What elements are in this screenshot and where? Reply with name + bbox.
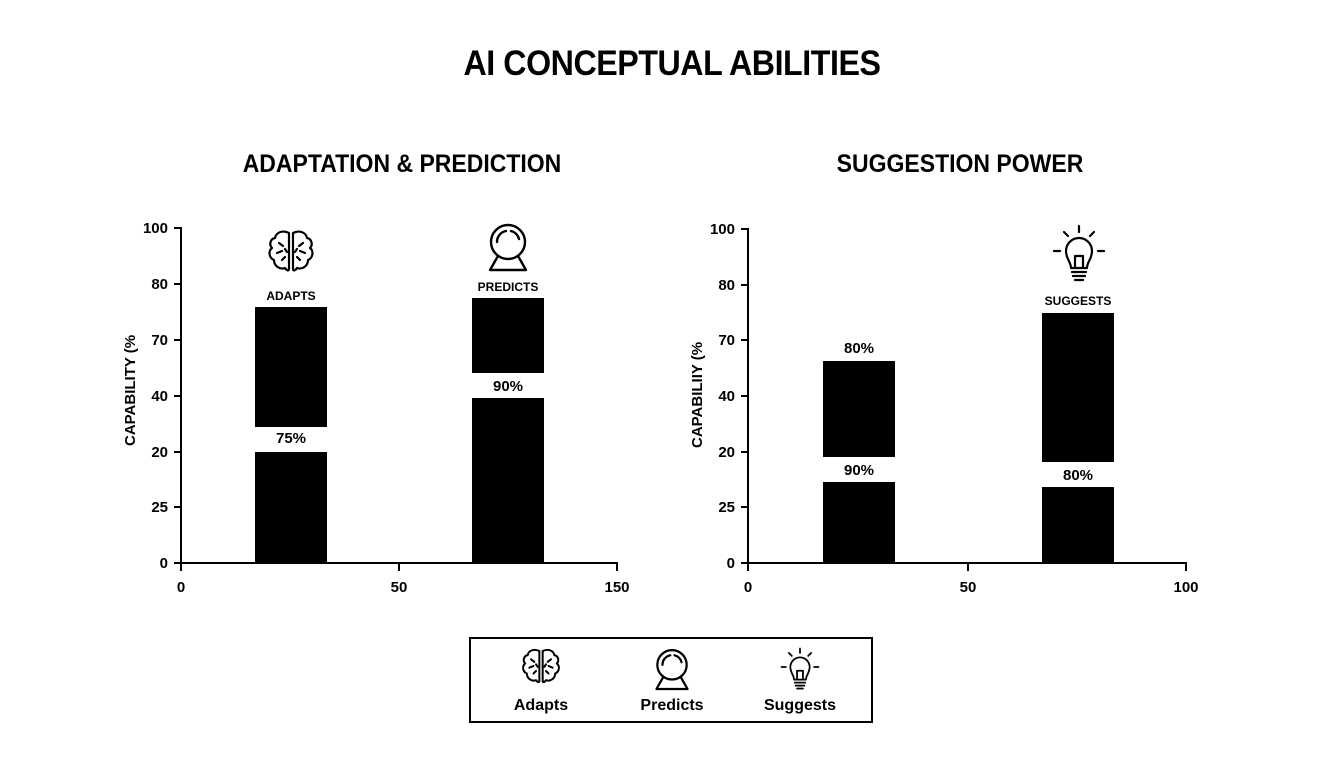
y-tick xyxy=(174,283,181,285)
y-tick-label: 20 xyxy=(718,444,735,461)
bar-lower-segment xyxy=(1042,487,1114,563)
y-tick xyxy=(741,228,748,230)
legend-label: Adapts xyxy=(513,697,569,714)
y-tick xyxy=(741,562,748,564)
bar-category-label: SUGGESTS xyxy=(1044,294,1112,308)
x-tick-label: 50 xyxy=(390,579,408,596)
y-tick xyxy=(741,395,748,397)
lightbulb-icon xyxy=(1051,224,1107,286)
brain-icon xyxy=(267,229,315,273)
chart-subtitle: SUGGESTION POWER xyxy=(836,150,1084,178)
y-tick xyxy=(174,227,181,229)
y-tick xyxy=(174,395,181,397)
legend-label: Suggests xyxy=(763,697,836,714)
bar-upper-segment xyxy=(823,361,895,457)
page-title: AI CONCEPTUAL ABILITIES xyxy=(463,44,881,83)
x-tick xyxy=(398,563,400,571)
bar-value-label: 90% xyxy=(843,462,875,479)
legend: Adapts Predicts Suggests xyxy=(469,637,873,723)
bar-lower-segment xyxy=(472,398,544,563)
y-tick xyxy=(741,451,748,453)
bar-value-label: 90% xyxy=(492,378,524,395)
y-tick-label: 80 xyxy=(151,276,168,293)
brain-icon xyxy=(521,647,561,685)
bar-upper-segment xyxy=(255,307,327,427)
y-tick xyxy=(174,506,181,508)
y-tick xyxy=(174,339,181,341)
x-tick-label: 0 xyxy=(743,579,753,596)
y-tick-label: 20 xyxy=(151,444,168,461)
bar-value-label: 80% xyxy=(1062,467,1094,484)
x-tick xyxy=(616,563,618,571)
y-tick-label: 100 xyxy=(709,221,735,238)
x-tick-label: 0 xyxy=(176,579,186,596)
bar-top-label: 80% xyxy=(843,340,875,357)
legend-item-suggests: Suggests xyxy=(740,647,860,715)
bar-value-label: 75% xyxy=(275,430,307,447)
y-tick-label: 100 xyxy=(142,220,168,237)
y-tick xyxy=(174,451,181,453)
bar-upper-segment xyxy=(1042,313,1114,462)
x-tick xyxy=(180,563,182,571)
x-tick xyxy=(747,563,749,571)
y-tick-label: 0 xyxy=(159,555,168,572)
x-tick xyxy=(1185,563,1187,571)
y-tick xyxy=(741,506,748,508)
y-tick xyxy=(741,339,748,341)
legend-item-predicts: Predicts xyxy=(612,647,732,715)
lightbulb-icon xyxy=(778,647,822,693)
bar-lower-segment xyxy=(255,452,327,563)
bar-category-label: PREDICTS xyxy=(477,280,539,294)
crystal-ball-icon xyxy=(653,647,691,693)
y-tick-label: 0 xyxy=(726,555,735,572)
x-tick xyxy=(967,563,969,571)
y-tick xyxy=(741,284,748,286)
y-axis xyxy=(747,228,749,564)
x-tick-label: 150 xyxy=(604,579,630,596)
y-tick-label: 40 xyxy=(151,388,168,405)
chart-suggestion-power: SUGGESTION POWER CAPABILIIY (% 100 80 70… xyxy=(672,0,1344,620)
chart-adaptation-prediction: ADAPTATION & PREDICTION CAPABILITY (% 10… xyxy=(0,0,672,620)
y-tick xyxy=(174,562,181,564)
crystal-ball-icon xyxy=(486,222,530,274)
y-tick-label: 70 xyxy=(151,332,168,349)
legend-label: Predicts xyxy=(640,697,704,714)
y-axis xyxy=(180,227,182,564)
x-tick-label: 50 xyxy=(959,579,977,596)
legend-item-adapts: Adapts xyxy=(481,647,601,715)
bar-category-label: ADAPTS xyxy=(266,289,316,303)
y-tick-label: 25 xyxy=(151,499,168,516)
y-tick-label: 25 xyxy=(718,499,735,516)
bar-upper-segment xyxy=(472,298,544,373)
y-tick-label: 40 xyxy=(718,388,735,405)
x-tick-label: 100 xyxy=(1173,579,1199,596)
y-tick-label: 70 xyxy=(718,332,735,349)
chart-subtitle: ADAPTATION & PREDICTION xyxy=(242,150,562,178)
bar-lower-segment xyxy=(823,482,895,563)
y-tick-label: 80 xyxy=(718,277,735,294)
